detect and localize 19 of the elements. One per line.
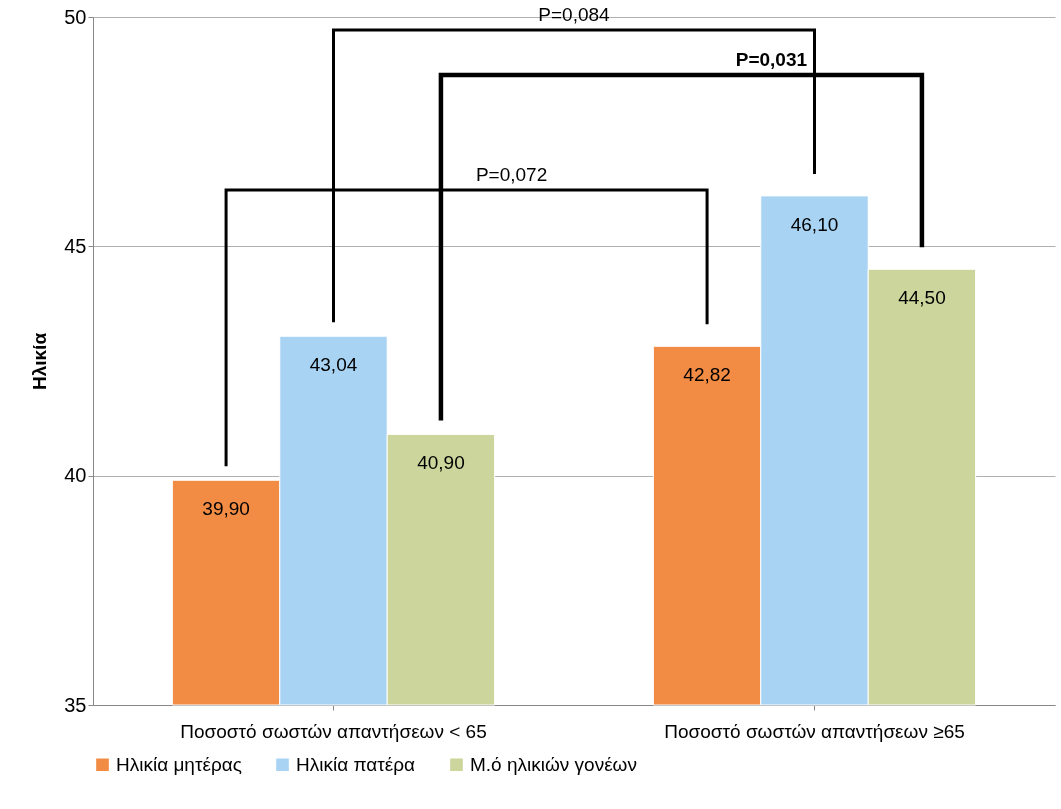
y-tick-label: 35 [64,693,87,716]
data-label: 42,82 [683,364,731,386]
legend-label: Μ.ό ηλικιών γονέων [470,753,637,775]
data-label: 46,10 [790,213,839,235]
y-tick-label: 45 [64,234,87,257]
data-label: 43,04 [309,354,358,376]
y-axis-title: Ηλικία [29,332,51,391]
legend-label: Ηλικία πατέρα [296,753,416,775]
data-label: 44,50 [898,287,946,309]
y-tick-label: 50 [64,5,87,28]
annotation: P=0,031 [735,49,808,70]
legend-label: Ηλικία μητέρας [116,753,242,775]
annotation: P=0,084 [538,4,611,25]
data-label: 39,90 [202,498,250,520]
x-tick-label: Ποσοστό σωστών απαντήσεων < 65 [180,720,487,742]
annotation: P=0,072 [475,164,548,185]
y-tick-label: 40 [64,464,87,487]
data-label: 40,90 [417,452,465,474]
x-tick-label: Ποσοστό σωστών απαντήσεων ≥65 [664,720,965,742]
